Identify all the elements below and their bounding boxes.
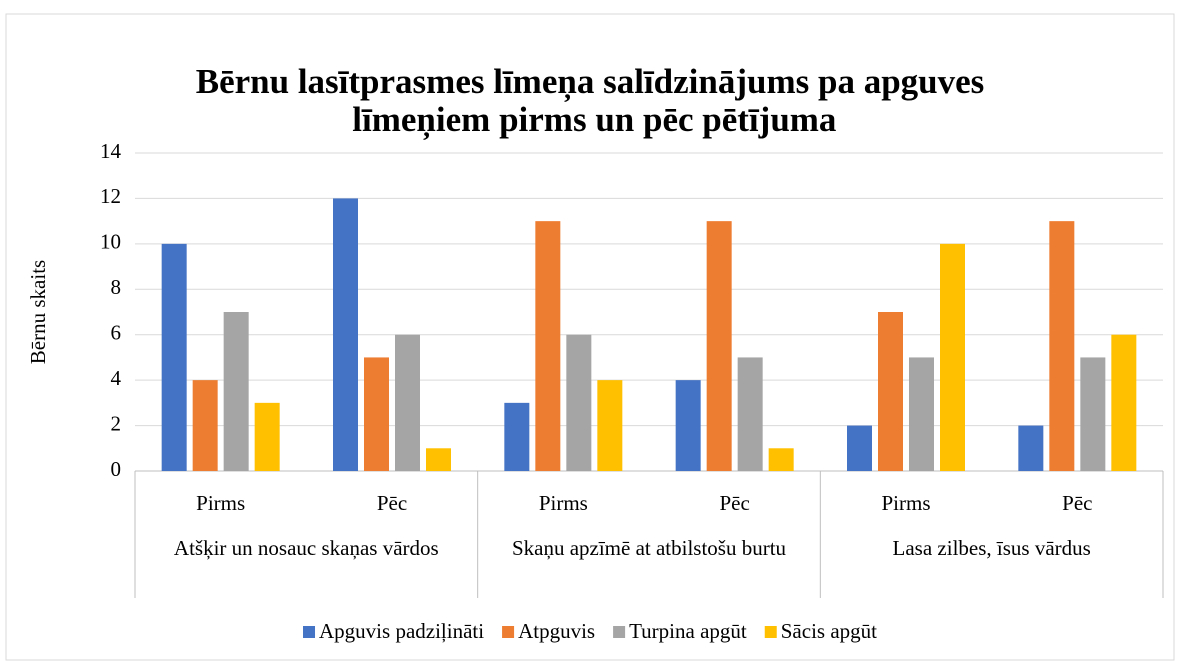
legend-label: Atpguvis [518,619,595,643]
y-tick-label: 8 [111,275,122,299]
group-label: Skaņu apzīmē at atbilstošu burtu [512,536,787,560]
bar [395,334,420,471]
bar [192,380,218,471]
bar [426,448,451,471]
chart-title: Bērnu lasītprasmes līmeņa salīdzinājums … [196,62,985,141]
x-tick-label: Pirms [881,491,930,515]
bar [504,402,530,471]
y-tick-label: 14 [100,139,122,163]
x-tick-label: Pēc [1062,491,1092,515]
legend-swatch [764,626,777,638]
group-label: Atšķir un nosauc skaņas vārdos [174,536,439,560]
bar [768,448,794,471]
bar [535,221,561,471]
legend-swatch [303,626,316,638]
y-tick-label: 4 [111,366,122,390]
y-tick-label: 6 [111,321,122,345]
group-label: Lasa zilbes, īsus vārdus [893,536,1091,560]
bar [1049,221,1075,471]
bar [737,357,763,471]
y-axis-label: Bērnu skaits [26,260,50,364]
y-tick-label: 2 [111,411,122,435]
bar [333,198,358,471]
bar [364,357,389,471]
bar [706,221,732,471]
legend-swatch [613,626,626,638]
bar [1111,334,1137,471]
bar [847,425,872,471]
legend-label: Turpina apgūt [629,619,747,643]
y-tick-label: 12 [100,184,121,208]
x-tick-label: Pirms [196,491,245,515]
legend-swatch [502,626,515,638]
x-tick-label: Pēc [377,491,407,515]
legend-label: Apguvis padziļināti [319,619,484,643]
bar [878,312,903,471]
bar [597,380,623,471]
bar [909,357,934,471]
x-tick-label: Pēc [720,491,750,515]
legend-label: Sācis apgūt [781,619,877,643]
y-tick-label: 0 [111,457,122,481]
y-tick-label: 10 [100,230,121,254]
bar [675,380,701,471]
x-tick-label: Pirms [539,491,588,515]
bar [161,243,187,471]
bar [254,402,280,471]
bar [566,334,592,471]
bar [1018,425,1044,471]
bar [940,243,965,471]
bar [223,312,249,471]
bar [1080,357,1106,471]
